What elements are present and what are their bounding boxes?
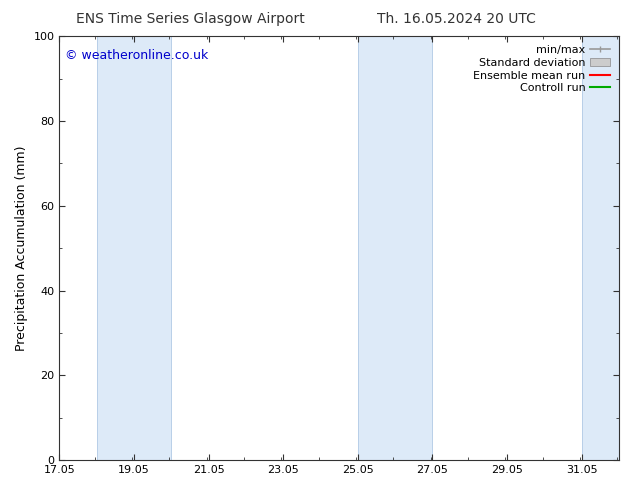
Legend: min/max, Standard deviation, Ensemble mean run, Controll run: min/max, Standard deviation, Ensemble me… — [470, 42, 614, 97]
Text: ENS Time Series Glasgow Airport: ENS Time Series Glasgow Airport — [76, 12, 304, 26]
Bar — [97, 36, 171, 460]
Text: © weatheronline.co.uk: © weatheronline.co.uk — [65, 49, 208, 62]
Bar — [581, 36, 619, 460]
Y-axis label: Precipitation Accumulation (mm): Precipitation Accumulation (mm) — [15, 146, 28, 351]
Text: Th. 16.05.2024 20 UTC: Th. 16.05.2024 20 UTC — [377, 12, 536, 26]
Bar — [358, 36, 432, 460]
